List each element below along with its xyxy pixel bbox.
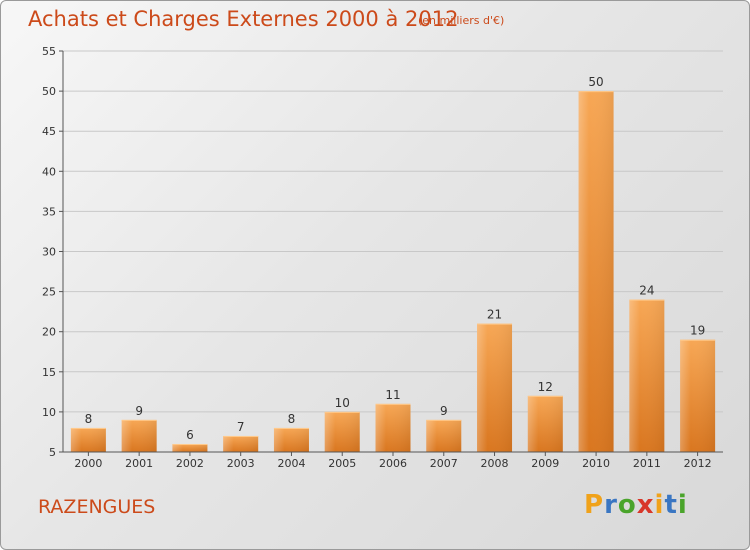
data-label: 19 bbox=[690, 324, 705, 338]
y-tick-label: 40 bbox=[42, 165, 56, 178]
bar-shade bbox=[629, 299, 665, 452]
bar-shade bbox=[527, 395, 563, 452]
y-tick-label: 15 bbox=[42, 366, 56, 379]
bar-shade bbox=[426, 419, 462, 452]
data-label: 21 bbox=[487, 308, 502, 322]
x-tick-label: 2006 bbox=[379, 457, 407, 470]
logo-letter: x bbox=[636, 490, 655, 520]
chart-subtitle: (en milliers d'€) bbox=[418, 14, 505, 27]
x-tick-label: 2003 bbox=[227, 457, 255, 470]
logo-letter: r bbox=[604, 490, 618, 520]
data-label: 8 bbox=[85, 412, 93, 426]
x-tick-label: 2011 bbox=[633, 457, 661, 470]
data-label: 6 bbox=[186, 428, 194, 442]
chart-title: Achats et Charges Externes 2000 à 2012 bbox=[28, 7, 459, 31]
y-tick-label: 20 bbox=[42, 326, 56, 339]
y-tick-label: 25 bbox=[42, 286, 56, 299]
y-tick-label: 10 bbox=[42, 406, 56, 419]
y-tick-label: 50 bbox=[42, 85, 56, 98]
data-label: 7 bbox=[237, 420, 245, 434]
y-tick-label: 55 bbox=[42, 45, 56, 58]
bar-shade bbox=[680, 339, 716, 452]
y-tick-label: 30 bbox=[42, 246, 56, 259]
logo-letter: i bbox=[654, 490, 665, 520]
x-tick-label: 2010 bbox=[582, 457, 610, 470]
bar-shade bbox=[324, 411, 360, 452]
data-label: 24 bbox=[639, 284, 654, 298]
bar-shade bbox=[172, 443, 208, 452]
logo-letter: i bbox=[677, 490, 688, 520]
data-label: 8 bbox=[288, 412, 296, 426]
logo-letter: t bbox=[664, 490, 678, 520]
y-tick-label: 5 bbox=[49, 446, 56, 459]
x-tick-label: 2012 bbox=[684, 457, 712, 470]
bar-shade bbox=[273, 427, 309, 452]
data-label: 12 bbox=[538, 380, 553, 394]
x-tick-label: 2009 bbox=[531, 457, 559, 470]
bar-shade bbox=[477, 323, 513, 452]
proxiti-logo[interactable]: Proxiti bbox=[584, 490, 688, 520]
x-tick-label: 2000 bbox=[74, 457, 102, 470]
bar-shade bbox=[70, 427, 106, 452]
data-label: 9 bbox=[135, 404, 143, 418]
commune-name: RAZENGUES bbox=[38, 496, 156, 518]
x-tick-label: 2004 bbox=[277, 457, 305, 470]
x-tick-label: 2001 bbox=[125, 457, 153, 470]
bar-shade bbox=[223, 435, 259, 452]
x-tick-label: 2002 bbox=[176, 457, 204, 470]
bar-shade bbox=[121, 419, 157, 452]
x-tick-label: 2008 bbox=[481, 457, 509, 470]
bar-shade bbox=[578, 91, 614, 452]
bar-shade bbox=[375, 403, 411, 452]
logo-letter: P bbox=[584, 490, 605, 520]
data-label: 10 bbox=[335, 396, 350, 410]
data-label: 11 bbox=[385, 388, 400, 402]
x-tick-label: 2007 bbox=[430, 457, 458, 470]
data-label: 9 bbox=[440, 404, 448, 418]
y-tick-label: 45 bbox=[42, 125, 56, 138]
y-tick-label: 35 bbox=[42, 205, 56, 218]
logo-letter: o bbox=[617, 490, 637, 520]
data-label: 50 bbox=[588, 75, 603, 89]
x-tick-label: 2005 bbox=[328, 457, 356, 470]
